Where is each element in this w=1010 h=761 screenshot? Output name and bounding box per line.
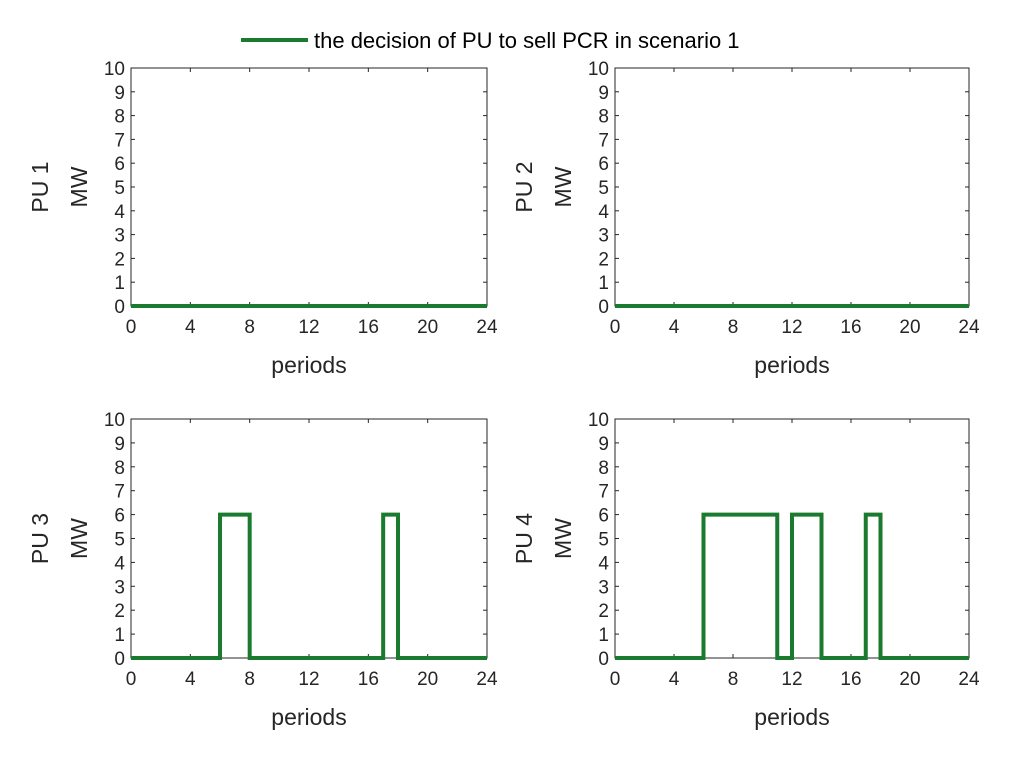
x-tick-label: 8 bbox=[728, 669, 739, 690]
y-tick-label: 4 bbox=[598, 553, 609, 574]
series-line-pu-3 bbox=[131, 512, 487, 660]
y-axis-label-unit: PU 4 bbox=[511, 513, 537, 564]
x-axis-label: periods bbox=[271, 352, 346, 378]
y-tick-label: 4 bbox=[114, 553, 125, 574]
x-tick-label: 24 bbox=[958, 317, 980, 338]
y-tick-label: 8 bbox=[114, 458, 125, 479]
y-tick-label: 0 bbox=[598, 297, 609, 318]
x-tick-label: 16 bbox=[358, 669, 379, 690]
y-tick-label: 0 bbox=[114, 649, 125, 670]
legend-label: the decision of PU to sell PCR in scenar… bbox=[314, 28, 740, 53]
y-tick-label: 3 bbox=[114, 577, 125, 598]
x-tick-label: 24 bbox=[476, 669, 498, 690]
x-axis-label: periods bbox=[271, 704, 346, 730]
x-tick-label: 8 bbox=[728, 317, 739, 338]
y-tick-label: 10 bbox=[104, 59, 125, 80]
y-axis-label-unit: PU 1 bbox=[27, 161, 53, 212]
y-tick-label: 5 bbox=[114, 178, 125, 199]
y-tick-label: 9 bbox=[598, 83, 609, 104]
y-tick-label: 1 bbox=[114, 625, 125, 646]
y-tick-label: 2 bbox=[598, 249, 609, 270]
x-tick-label: 16 bbox=[840, 669, 861, 690]
y-tick-label: 5 bbox=[598, 178, 609, 199]
y-axis-label-mw: MW bbox=[66, 166, 92, 207]
x-axis-label: periods bbox=[754, 352, 829, 378]
y-tick-label: 8 bbox=[114, 107, 125, 128]
x-tick-label: 20 bbox=[417, 317, 438, 338]
x-tick-label: 0 bbox=[126, 669, 137, 690]
y-tick-label: 6 bbox=[598, 154, 609, 175]
y-axis-label-unit: PU 3 bbox=[27, 513, 53, 564]
y-tick-label: 2 bbox=[114, 601, 125, 622]
y-tick-label: 5 bbox=[598, 530, 609, 551]
series-line-pu-4 bbox=[615, 512, 969, 660]
x-tick-label: 8 bbox=[244, 317, 255, 338]
y-tick-label: 3 bbox=[598, 577, 609, 598]
x-tick-label: 20 bbox=[417, 669, 438, 690]
plot-area bbox=[130, 67, 488, 307]
plot-area bbox=[130, 418, 488, 659]
x-tick-label: 0 bbox=[126, 317, 137, 338]
y-tick-label: 10 bbox=[588, 59, 609, 80]
y-tick-label: 2 bbox=[598, 601, 609, 622]
x-tick-label: 12 bbox=[298, 317, 319, 338]
y-tick-label: 8 bbox=[598, 107, 609, 128]
y-tick-label: 1 bbox=[598, 273, 609, 294]
x-tick-label: 0 bbox=[610, 317, 621, 338]
x-tick-label: 16 bbox=[358, 317, 379, 338]
y-tick-label: 1 bbox=[598, 625, 609, 646]
x-tick-label: 24 bbox=[476, 317, 498, 338]
x-tick-label: 20 bbox=[899, 317, 920, 338]
y-axis-label-mw: MW bbox=[66, 518, 92, 559]
y-tick-label: 9 bbox=[114, 83, 125, 104]
x-tick-label: 12 bbox=[298, 669, 319, 690]
x-tick-label: 12 bbox=[781, 317, 802, 338]
y-tick-label: 6 bbox=[114, 154, 125, 175]
y-axis-label-mw: MW bbox=[550, 166, 576, 207]
y-tick-label: 5 bbox=[114, 530, 125, 551]
x-axis-label: periods bbox=[754, 704, 829, 730]
y-tick-label: 6 bbox=[114, 506, 125, 527]
x-tick-label: 4 bbox=[669, 669, 680, 690]
plot-area bbox=[614, 67, 970, 307]
y-tick-label: 10 bbox=[588, 410, 609, 431]
y-axis-label-unit: PU 2 bbox=[511, 161, 537, 212]
y-tick-label: 3 bbox=[598, 226, 609, 247]
y-tick-label: 2 bbox=[114, 249, 125, 270]
y-tick-label: 1 bbox=[114, 273, 125, 294]
x-tick-label: 12 bbox=[781, 669, 802, 690]
y-tick-label: 6 bbox=[598, 506, 609, 527]
x-tick-label: 4 bbox=[185, 669, 196, 690]
y-tick-label: 9 bbox=[114, 434, 125, 455]
y-tick-label: 4 bbox=[598, 202, 609, 223]
x-tick-label: 0 bbox=[610, 669, 621, 690]
y-axis-label-mw: MW bbox=[550, 518, 576, 559]
y-tick-label: 8 bbox=[598, 458, 609, 479]
y-tick-label: 7 bbox=[598, 130, 609, 151]
y-tick-label: 7 bbox=[598, 482, 609, 503]
y-tick-label: 0 bbox=[598, 649, 609, 670]
x-tick-label: 16 bbox=[840, 317, 861, 338]
y-tick-label: 7 bbox=[114, 130, 125, 151]
y-tick-label: 10 bbox=[104, 410, 125, 431]
y-tick-label: 0 bbox=[114, 297, 125, 318]
x-tick-label: 20 bbox=[899, 669, 920, 690]
x-tick-label: 8 bbox=[244, 669, 255, 690]
x-tick-label: 4 bbox=[669, 317, 680, 338]
y-tick-label: 7 bbox=[114, 482, 125, 503]
legend: the decision of PU to sell PCR in scenar… bbox=[241, 28, 740, 53]
y-tick-label: 9 bbox=[598, 434, 609, 455]
y-tick-label: 3 bbox=[114, 226, 125, 247]
x-tick-label: 4 bbox=[185, 317, 196, 338]
x-tick-label: 24 bbox=[958, 669, 980, 690]
y-tick-label: 4 bbox=[114, 202, 125, 223]
